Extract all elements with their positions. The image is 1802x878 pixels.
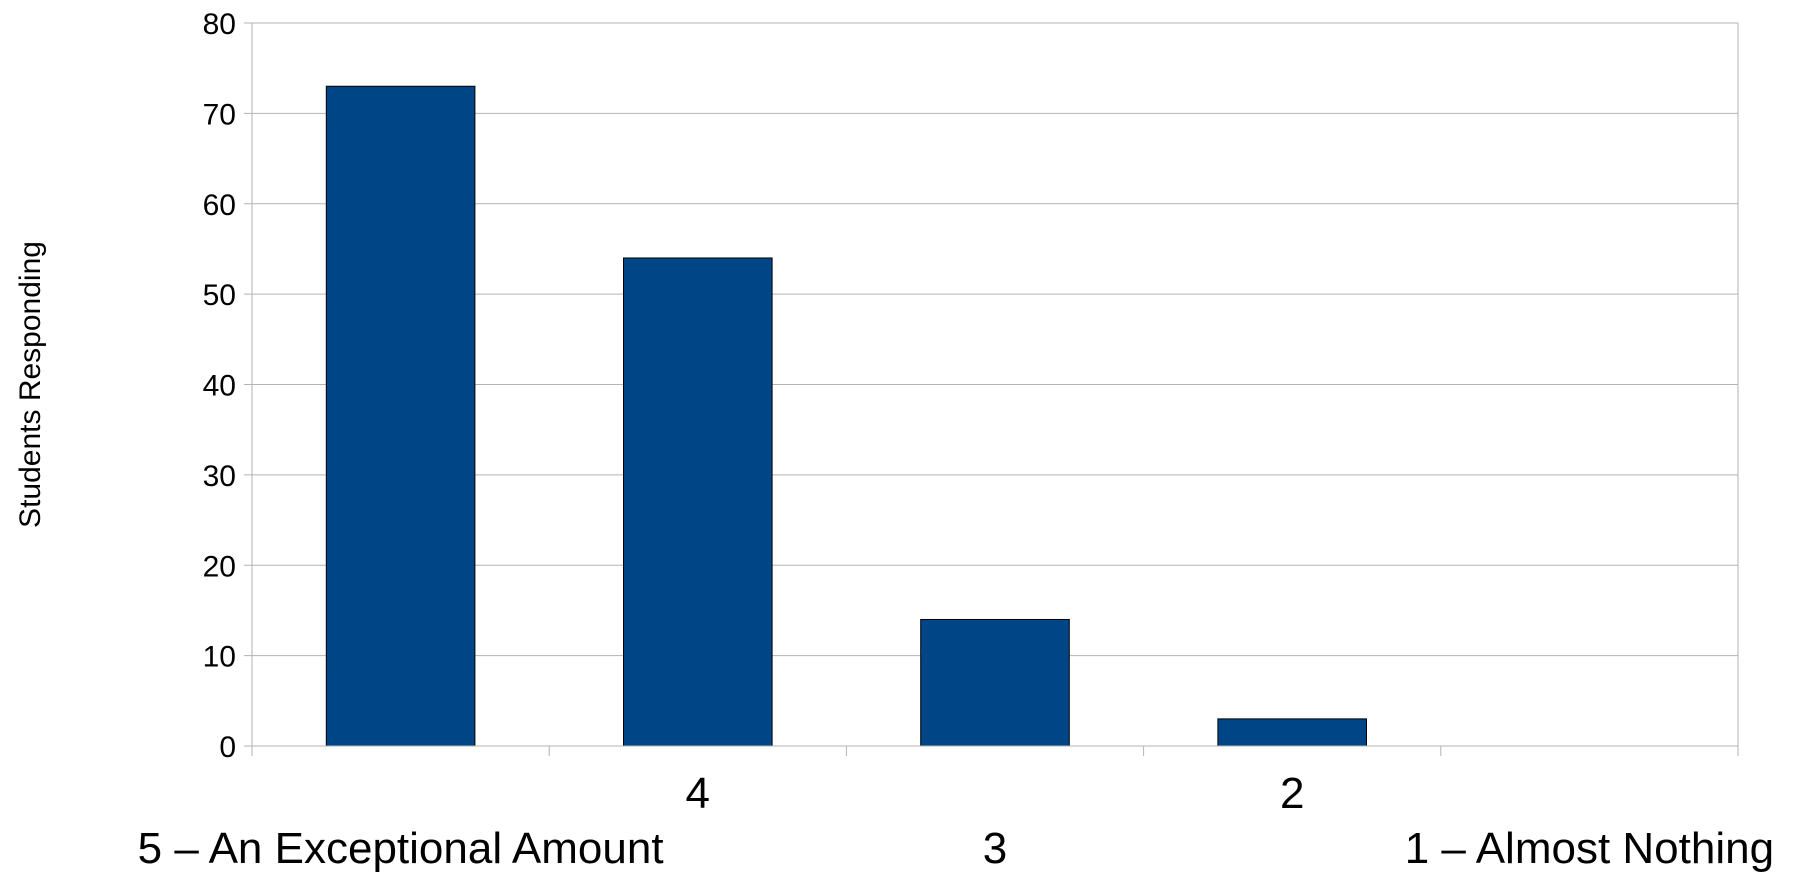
y-tick-label: 50 (203, 279, 236, 312)
bar (1218, 719, 1367, 746)
y-tick-label: 30 (203, 460, 236, 493)
x-category-label: 5 – An Exceptional Amount (138, 824, 664, 873)
y-axis-title: Students Responding (14, 241, 47, 528)
y-tick-label: 10 (203, 641, 236, 674)
y-tick-label: 0 (219, 731, 236, 764)
bar (326, 86, 475, 746)
x-category-label: 2 (1280, 769, 1304, 818)
x-category-label: 3 (983, 824, 1007, 873)
x-category-label: 4 (686, 769, 710, 818)
y-tick-label: 40 (203, 370, 236, 403)
bar (921, 619, 1070, 746)
y-tick-label: 20 (203, 550, 236, 583)
bar (624, 258, 773, 746)
y-tick-label: 70 (203, 98, 236, 131)
y-tick-label: 60 (203, 189, 236, 222)
x-category-label: 1 – Almost Nothing (1405, 824, 1774, 873)
y-tick-label: 80 (203, 8, 236, 41)
bars (326, 86, 1366, 746)
